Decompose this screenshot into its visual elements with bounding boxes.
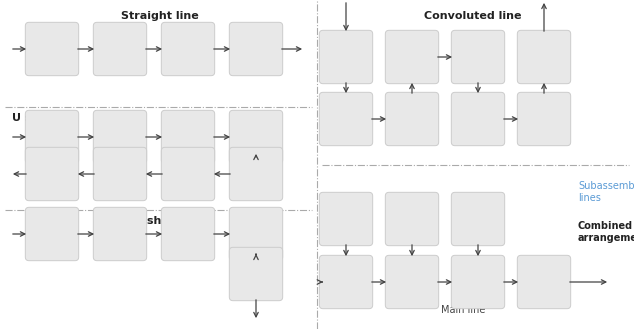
FancyBboxPatch shape <box>25 147 79 201</box>
FancyBboxPatch shape <box>385 192 439 246</box>
FancyBboxPatch shape <box>93 147 146 201</box>
FancyBboxPatch shape <box>161 110 215 164</box>
FancyBboxPatch shape <box>161 207 215 261</box>
FancyBboxPatch shape <box>320 30 373 84</box>
FancyBboxPatch shape <box>517 92 571 146</box>
FancyBboxPatch shape <box>230 110 283 164</box>
FancyBboxPatch shape <box>93 110 146 164</box>
FancyBboxPatch shape <box>93 207 146 261</box>
FancyBboxPatch shape <box>320 192 373 246</box>
Text: Combined
arrangement: Combined arrangement <box>578 221 634 242</box>
FancyBboxPatch shape <box>385 30 439 84</box>
FancyBboxPatch shape <box>320 255 373 309</box>
FancyBboxPatch shape <box>451 192 505 246</box>
FancyBboxPatch shape <box>451 30 505 84</box>
FancyBboxPatch shape <box>230 147 283 201</box>
FancyBboxPatch shape <box>451 255 505 309</box>
Text: Main line: Main line <box>441 305 485 315</box>
FancyBboxPatch shape <box>230 207 283 261</box>
Text: U shape: U shape <box>12 113 62 123</box>
Text: Subassembly
lines: Subassembly lines <box>578 181 634 203</box>
FancyBboxPatch shape <box>25 110 79 164</box>
Text: L shape: L shape <box>136 216 184 226</box>
FancyBboxPatch shape <box>385 255 439 309</box>
FancyBboxPatch shape <box>517 30 571 84</box>
FancyBboxPatch shape <box>161 147 215 201</box>
FancyBboxPatch shape <box>161 22 215 76</box>
Text: Convoluted line: Convoluted line <box>424 11 522 21</box>
Text: Straight line: Straight line <box>121 11 199 21</box>
FancyBboxPatch shape <box>385 92 439 146</box>
FancyBboxPatch shape <box>25 22 79 76</box>
FancyBboxPatch shape <box>93 22 146 76</box>
FancyBboxPatch shape <box>230 247 283 301</box>
FancyBboxPatch shape <box>230 22 283 76</box>
FancyBboxPatch shape <box>320 92 373 146</box>
FancyBboxPatch shape <box>25 207 79 261</box>
FancyBboxPatch shape <box>517 255 571 309</box>
FancyBboxPatch shape <box>451 92 505 146</box>
